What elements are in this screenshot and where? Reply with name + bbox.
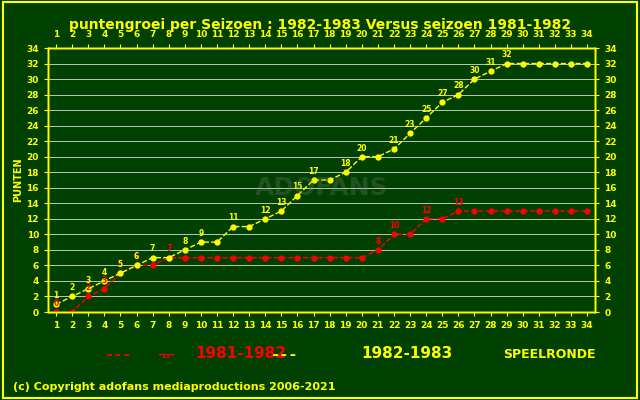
Text: 2: 2: [86, 283, 91, 292]
Text: SPEELRONDE: SPEELRONDE: [502, 348, 595, 360]
Text: 12: 12: [421, 206, 431, 215]
Text: 7: 7: [150, 244, 156, 254]
Text: 5: 5: [118, 260, 123, 269]
Text: 30: 30: [469, 66, 480, 75]
Text: 6: 6: [134, 252, 139, 261]
Text: 20: 20: [356, 144, 367, 152]
Text: 31: 31: [485, 58, 496, 67]
Text: 9: 9: [198, 229, 204, 238]
Text: 21: 21: [388, 136, 399, 145]
Text: 11: 11: [228, 214, 238, 222]
Text: 1: 1: [53, 291, 59, 300]
Text: 17: 17: [308, 167, 319, 176]
Text: 2: 2: [70, 283, 75, 292]
Text: ADOFANS: ADOFANS: [255, 176, 388, 200]
Text: 8: 8: [182, 237, 188, 246]
Text: 28: 28: [453, 82, 464, 90]
Text: 5: 5: [118, 260, 123, 269]
Text: 1981-1982: 1981-1982: [195, 346, 286, 362]
Text: 1982-1983: 1982-1983: [362, 346, 453, 362]
Y-axis label: PUNTEN: PUNTEN: [13, 158, 24, 202]
Text: ..: ..: [162, 348, 171, 360]
Text: 13: 13: [453, 198, 463, 207]
Text: 12: 12: [260, 206, 271, 215]
Text: 8: 8: [375, 237, 381, 246]
Text: 6: 6: [134, 252, 139, 261]
Text: (c) Copyright adofans mediaproductions 2006-2021: (c) Copyright adofans mediaproductions 2…: [13, 382, 335, 392]
Text: 0: 0: [53, 299, 59, 308]
Text: 23: 23: [405, 120, 415, 129]
Text: 3: 3: [102, 276, 107, 284]
Text: 15: 15: [292, 182, 303, 191]
Text: 32: 32: [501, 50, 512, 59]
Text: 3: 3: [86, 276, 91, 284]
Text: 10: 10: [388, 221, 399, 230]
Text: 18: 18: [340, 159, 351, 168]
Text: 27: 27: [437, 89, 447, 98]
Text: 13: 13: [276, 198, 287, 207]
Text: ——: ——: [159, 348, 174, 360]
Text: 25: 25: [421, 105, 431, 114]
Text: ---: ---: [105, 346, 132, 362]
Text: puntengroei per Seizoen : 1982-1983 Versus seizoen 1981-1982: puntengroei per Seizoen : 1982-1983 Vers…: [69, 18, 571, 32]
Text: 4: 4: [102, 268, 107, 277]
Text: 7: 7: [166, 244, 172, 254]
Text: ---: ---: [271, 346, 298, 362]
